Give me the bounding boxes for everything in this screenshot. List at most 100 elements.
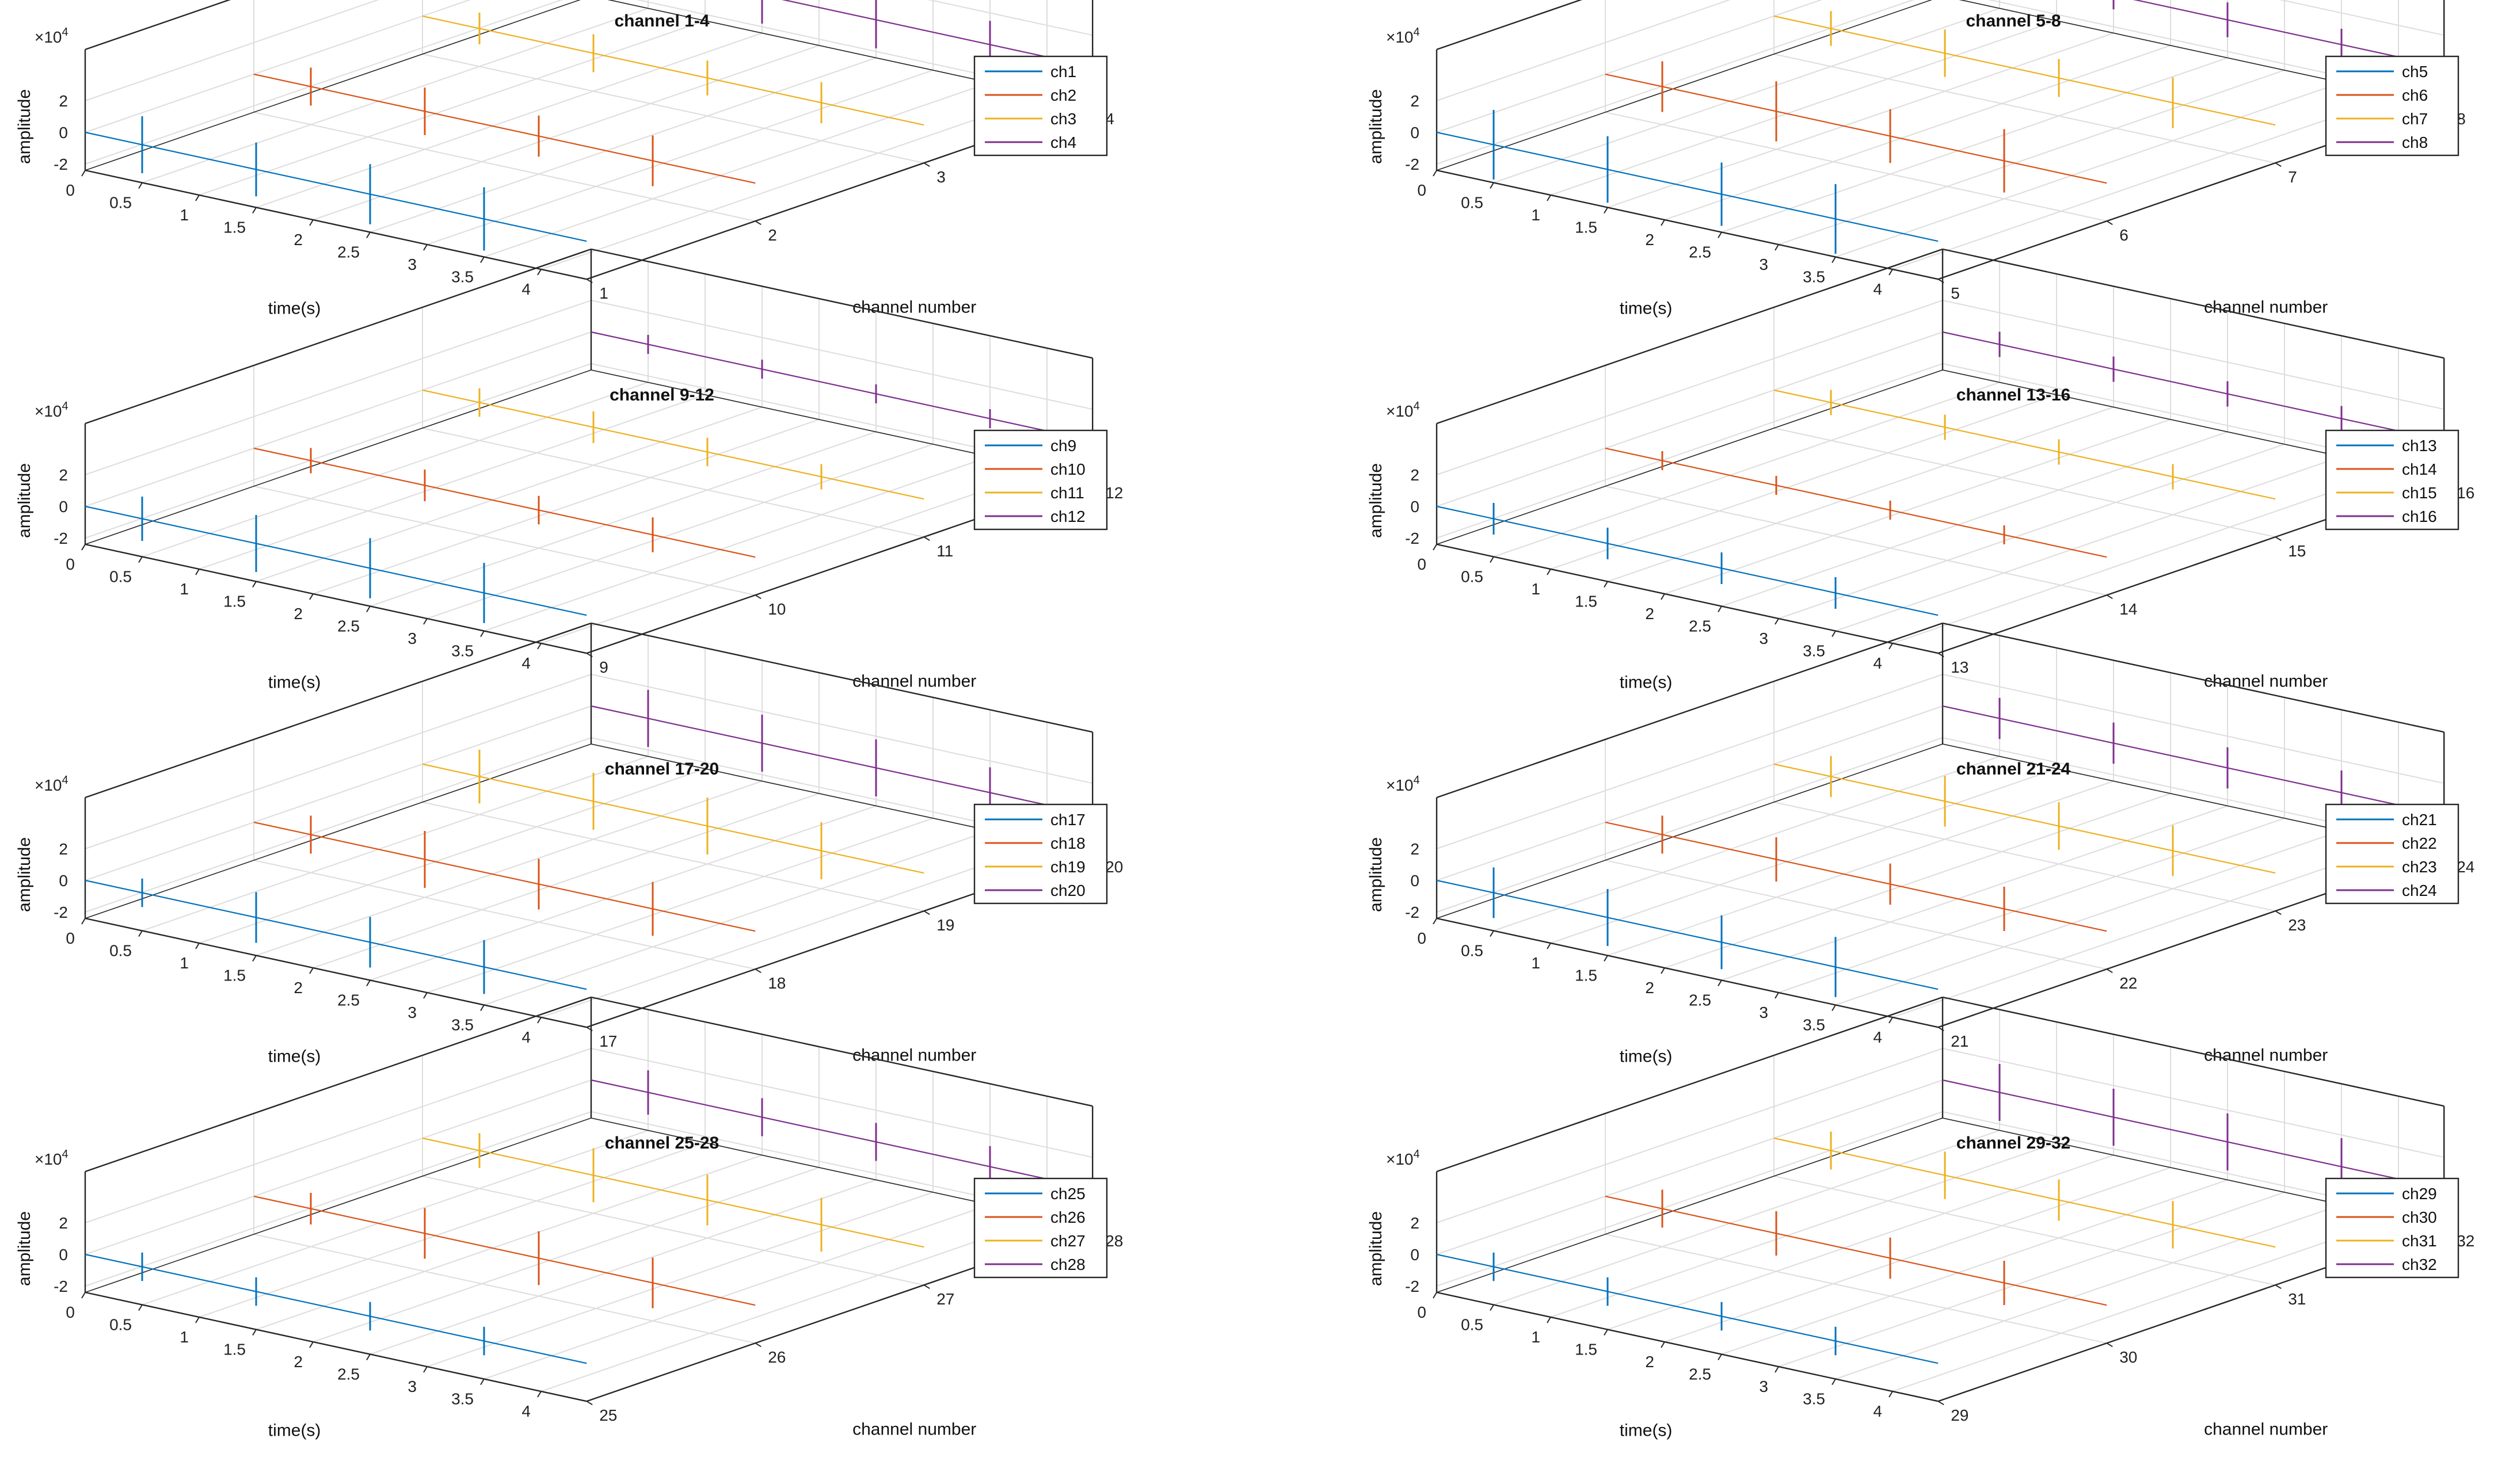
y-axis-label: channel number: [2204, 1420, 2328, 1439]
grid-line-x-floor: [1835, 830, 2342, 1006]
series-line-ch18: [253, 821, 756, 932]
z-axis-label: amplitude: [1366, 89, 1385, 164]
y-tick-label: 24: [2457, 858, 2474, 876]
subplot-8: 0 0.5 1 1.5 2 2.5 3 3.5 4 29 30 31 32 -2 0 2 ×104 channel…: [1366, 996, 2474, 1440]
grid-line-z-back: [1942, 674, 2445, 784]
chart-title: channel 25-28: [605, 1134, 719, 1153]
legend-label-ch10: ch10: [1050, 460, 1086, 478]
box-edge: [1436, 369, 1943, 545]
grid-line-x-floor: [1550, 20, 2057, 196]
grid-line-x-floor: [1664, 45, 2171, 220]
grid-line-z-left: [85, 1111, 592, 1287]
series-line-ch15: [1773, 389, 2276, 500]
x-axis-label: time(s): [1620, 673, 1673, 692]
box-edge: [85, 0, 581, 171]
y-tick-label: 30: [2119, 1348, 2137, 1366]
legend-label-ch17: ch17: [1050, 811, 1086, 829]
x-tick-mark: [1888, 269, 1893, 276]
x-tick-mark: [423, 992, 428, 999]
grid-line-x-floor: [199, 20, 706, 196]
grid-line-x-floor: [1493, 382, 2000, 558]
x-tick-label: 1.5: [1575, 219, 1597, 236]
x-tick-mark: [1604, 1329, 1608, 1336]
grid-line-z-left: [1436, 0, 1914, 165]
y-tick-mark: [2106, 1342, 2113, 1348]
x-tick-label: 1.5: [223, 1341, 246, 1359]
x-axis-line: [1436, 543, 1939, 654]
y-tick-label: 28: [1105, 1232, 1123, 1250]
grid-line-x-floor: [256, 406, 763, 582]
x-axis-label: time(s): [1620, 299, 1673, 318]
z-tick-label: 2: [1410, 92, 1419, 110]
z-tick-label: 2: [1410, 840, 1419, 858]
series-line-ch13: [1436, 505, 1939, 616]
legend-label-ch27: ch27: [1050, 1232, 1086, 1250]
x-axis-label: time(s): [268, 673, 321, 692]
x-tick-mark: [366, 1353, 371, 1361]
y-tick-mark: [923, 910, 930, 915]
x-tick-label: 4: [521, 1402, 531, 1420]
z-tick-label: 2: [1410, 1214, 1419, 1232]
x-tick-mark: [1433, 918, 1437, 925]
z-exponent-label: ×104: [1386, 1148, 1420, 1168]
x-tick-mark: [1604, 207, 1608, 214]
z-tick-label: 0: [59, 872, 68, 890]
grid-line-z-back: [591, 674, 1093, 784]
x-tick-label: 1.5: [223, 219, 246, 236]
x-tick-label: 0.5: [1461, 942, 1483, 960]
x-tick-label: 2: [294, 231, 303, 249]
x-tick-label: 3: [1759, 1378, 1768, 1395]
x-tick-mark: [252, 207, 257, 214]
y-tick-mark: [586, 1401, 593, 1406]
x-tick-mark: [1718, 1353, 1722, 1361]
x-tick-label: 4: [1873, 280, 1882, 298]
legend-label-ch5: ch5: [2402, 63, 2428, 81]
grid-line-x-floor: [1607, 780, 2114, 956]
y-axis-label: channel number: [2204, 298, 2328, 317]
x-tick-mark: [195, 194, 200, 201]
grid-line-y-floor: [1605, 860, 2107, 970]
grid-line-y-floor: [253, 486, 756, 596]
series-line-ch22: [1605, 821, 2107, 932]
z-tick-label: 0: [59, 124, 68, 142]
z-exponent-label: ×104: [1386, 400, 1420, 420]
x-tick-mark: [1718, 605, 1722, 613]
grid-line-y-floor: [422, 1176, 924, 1286]
x-tick-mark: [423, 1366, 428, 1373]
y-tick-label: 22: [2119, 974, 2137, 992]
x-tick-label: 3: [408, 255, 417, 273]
x-tick-label: 1: [1531, 1328, 1540, 1346]
grid-line-x-floor: [142, 7, 649, 184]
x-tick-label: 4: [1873, 654, 1882, 672]
x-tick-label: 4: [1873, 1028, 1882, 1046]
x-axis-label: time(s): [268, 299, 321, 318]
y-tick-label: 2: [768, 226, 777, 244]
series-line-ch24: [1942, 705, 2445, 816]
grid-line-x-floor: [1721, 805, 2228, 981]
x-tick-mark: [1433, 1292, 1437, 1299]
z-tick-label: -2: [54, 1277, 68, 1295]
x-tick-mark: [138, 1304, 143, 1311]
subplot-4: 0 0.5 1 1.5 2 2.5 3 3.5 4 13 14 15 16 -2 0 2 ×104 channel…: [1366, 248, 2474, 692]
z-exponent-label: ×104: [1386, 774, 1420, 794]
grid-line-x-floor: [370, 431, 877, 607]
x-tick-label: 0: [1417, 1303, 1426, 1321]
series-line-ch31: [1773, 1137, 2276, 1248]
grid-line-z-left: [85, 674, 592, 849]
legend-label-ch16: ch16: [2402, 508, 2437, 525]
grid-line-x-floor: [1778, 444, 2285, 619]
x-tick-mark: [81, 918, 86, 925]
grid-line-y-floor: [422, 802, 924, 912]
x-tick-label: 1: [180, 954, 189, 972]
grid-line-x-floor: [1778, 1192, 2285, 1367]
x-tick-label: 0: [66, 181, 75, 199]
y-tick-label: 6: [2119, 226, 2129, 244]
grid-line-x-floor: [1892, 94, 2399, 270]
grid-line-x-floor: [370, 1179, 877, 1355]
x-tick-label: 2: [1645, 1353, 1654, 1371]
x-tick-mark: [195, 569, 200, 575]
x-tick-mark: [81, 1292, 86, 1299]
series-line-ch27: [422, 1137, 924, 1248]
x-axis-line: [85, 543, 587, 654]
box-edge: [1436, 996, 1943, 1173]
